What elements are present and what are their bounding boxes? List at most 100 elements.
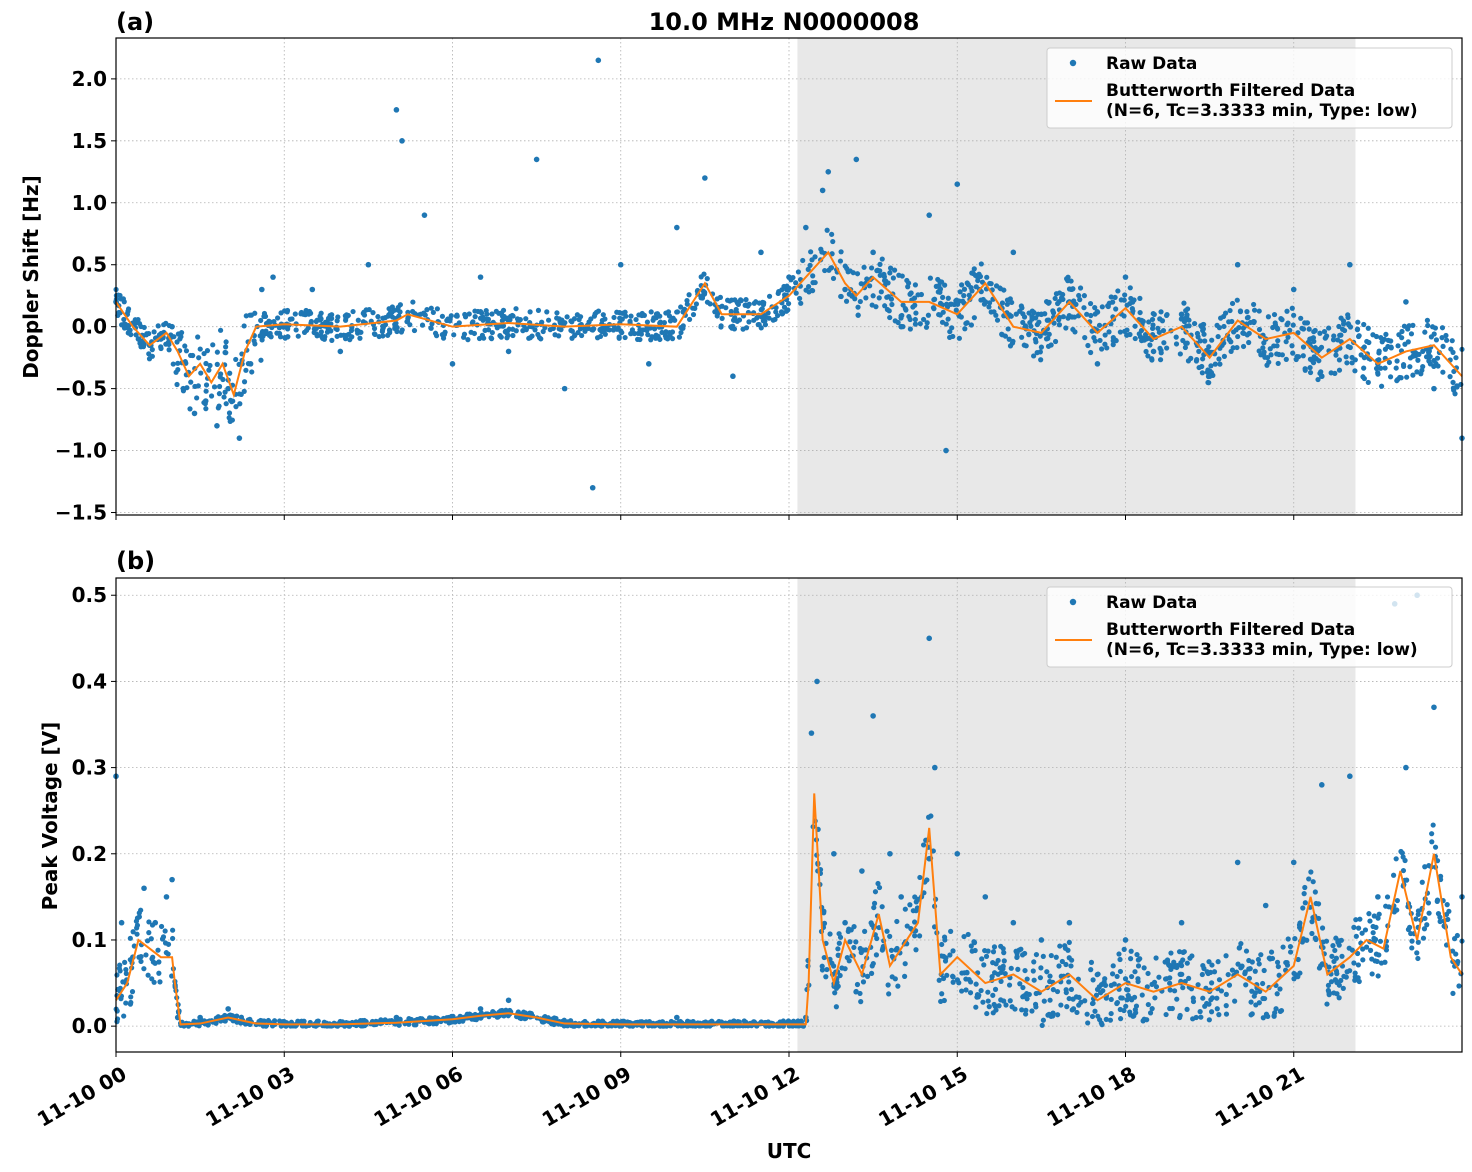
- raw-point: [1431, 331, 1437, 337]
- raw-point: [836, 931, 842, 937]
- raw-point: [429, 321, 435, 327]
- raw-point: [917, 874, 923, 881]
- raw-point: [428, 305, 434, 311]
- raw-point: [1074, 1009, 1080, 1016]
- raw-point: [1215, 333, 1221, 340]
- raw-point: [878, 289, 884, 295]
- raw-point: [1168, 966, 1174, 973]
- raw-point: [873, 952, 880, 958]
- raw-point: [998, 943, 1004, 949]
- raw-point: [727, 1019, 733, 1025]
- raw-point: [1256, 1000, 1262, 1006]
- raw-point: [634, 336, 641, 342]
- raw-point: [1063, 961, 1069, 968]
- raw-point: [1355, 950, 1361, 957]
- raw-point: [1444, 337, 1450, 343]
- raw-point: [1413, 916, 1419, 922]
- raw-point: [1376, 911, 1382, 917]
- raw-point: [170, 927, 176, 933]
- raw-point: [758, 1019, 764, 1025]
- raw-point: [635, 330, 641, 337]
- raw-point: [1258, 952, 1264, 958]
- panel-b-voltage: 0.50.40.30.20.10.0 11-10 00 11-10 03 11-10…: [33, 547, 1465, 1163]
- raw-point: [1375, 973, 1381, 979]
- raw-point: [786, 285, 792, 291]
- raw-point: [956, 980, 962, 986]
- raw-point: [1122, 937, 1129, 943]
- raw-point: [203, 388, 209, 394]
- raw-point: [1248, 999, 1254, 1005]
- raw-point: [1185, 358, 1192, 364]
- raw-point: [1378, 960, 1385, 966]
- raw-point: [945, 295, 951, 301]
- raw-point: [468, 329, 474, 335]
- raw-point: [143, 332, 149, 338]
- raw-point: [564, 314, 570, 320]
- raw-point: [556, 326, 562, 332]
- raw-point: [191, 410, 198, 417]
- raw-point: [1099, 346, 1105, 352]
- raw-point: [1038, 311, 1045, 318]
- raw-point: [1424, 317, 1431, 323]
- raw-point: [973, 284, 979, 290]
- raw-point: [1077, 285, 1084, 291]
- raw-point: [238, 1020, 244, 1026]
- raw-point: [376, 333, 382, 340]
- raw-point: [956, 335, 962, 341]
- raw-point: [912, 933, 918, 939]
- raw-point: [1343, 354, 1349, 360]
- raw-point: [1055, 300, 1061, 307]
- raw-point: [1089, 1000, 1096, 1007]
- raw-point: [1378, 335, 1384, 341]
- raw-point: [1131, 297, 1137, 303]
- raw-point: [135, 336, 142, 342]
- y-tick-label: 0.4: [72, 669, 107, 693]
- raw-point: [973, 981, 979, 987]
- raw-point: [313, 325, 320, 332]
- raw-point: [1045, 335, 1051, 341]
- raw-point: [252, 310, 258, 316]
- raw-point: [1125, 987, 1131, 993]
- raw-point: [1150, 310, 1156, 317]
- raw-point: [1064, 1004, 1070, 1010]
- raw-point: [1069, 314, 1075, 320]
- raw-point: [1361, 321, 1367, 328]
- raw-point: [1109, 971, 1116, 977]
- raw-point: [1046, 299, 1052, 305]
- raw-point: [965, 282, 971, 288]
- raw-point: [1047, 973, 1053, 979]
- raw-point: [1249, 959, 1255, 965]
- raw-point: [314, 1018, 320, 1024]
- raw-point: [1117, 329, 1123, 335]
- raw-point: [1019, 334, 1025, 340]
- raw-point: [1178, 919, 1185, 926]
- raw-point: [358, 329, 364, 335]
- raw-point: [1291, 970, 1297, 977]
- raw-point: [1307, 369, 1314, 376]
- raw-point: [175, 360, 181, 366]
- raw-point: [1044, 969, 1050, 975]
- raw-point: [1316, 358, 1322, 364]
- raw-point: [1275, 338, 1281, 344]
- raw-point: [680, 325, 686, 331]
- raw-point: [1110, 335, 1116, 341]
- raw-point: [1184, 960, 1190, 966]
- raw-point: [600, 312, 606, 318]
- raw-point: [1132, 323, 1138, 329]
- raw-point: [823, 974, 829, 980]
- raw-point: [1317, 330, 1323, 336]
- raw-point: [1278, 316, 1284, 322]
- raw-point: [1295, 330, 1301, 336]
- raw-point: [488, 335, 494, 341]
- raw-point: [963, 987, 969, 993]
- raw-point: [1399, 850, 1405, 856]
- raw-point: [880, 945, 886, 952]
- raw-point: [1038, 937, 1045, 943]
- raw-point: [1137, 956, 1143, 962]
- raw-point: [161, 322, 167, 328]
- raw-point: [1093, 992, 1100, 998]
- raw-point: [1268, 352, 1274, 358]
- raw-point: [1355, 962, 1361, 968]
- raw-point: [1276, 972, 1282, 978]
- raw-point: [961, 933, 967, 940]
